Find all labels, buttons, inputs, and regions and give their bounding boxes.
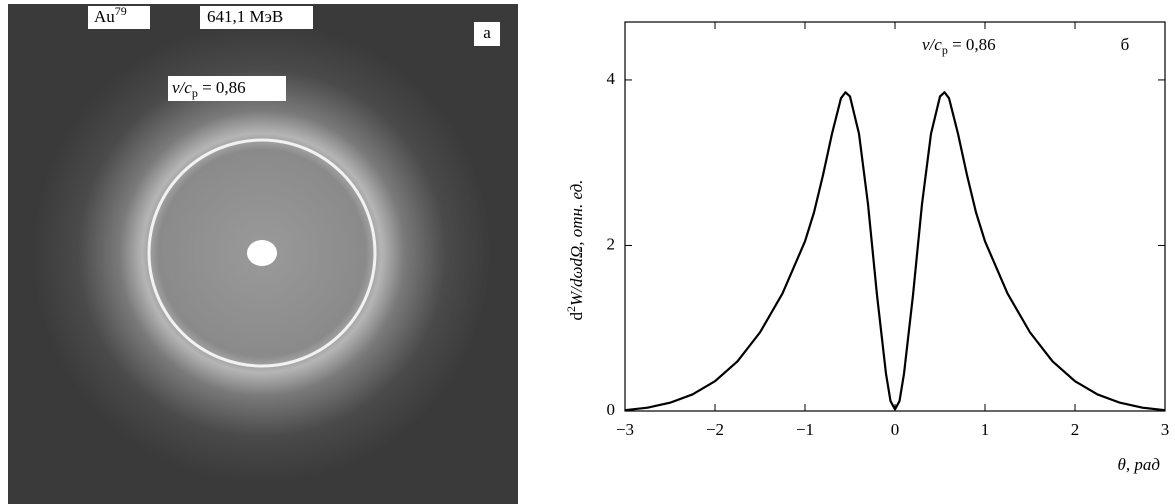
y-tick-label: 2 — [607, 234, 616, 253]
y-tick-label: 0 — [607, 400, 616, 419]
value: = 0,86 — [948, 35, 996, 54]
x-axis-label: θ, рад — [1118, 455, 1161, 474]
y-tick-label: 4 — [607, 69, 616, 88]
x-tick-label: 0 — [891, 420, 900, 439]
data-line — [625, 92, 1165, 410]
element: Au — [94, 7, 115, 26]
ratio: v/c — [172, 78, 192, 97]
y-axis-label: d2W/dωdΩ, отн. ед. — [564, 180, 586, 321]
photo-panel: Au79 641,1 МэВ v/cp = 0,86 а — [8, 4, 518, 504]
figure: Au79 641,1 МэВ v/cp = 0,86 а б v/cp = 0,… — [0, 0, 1175, 504]
plot-frame — [625, 22, 1165, 411]
x-tick-label: −2 — [706, 420, 724, 439]
x-tick-label: −1 — [796, 420, 814, 439]
ratio: v/c — [922, 35, 942, 54]
x-tick-label: 2 — [1071, 420, 1080, 439]
x-tick-label: 3 — [1161, 420, 1170, 439]
panel-letter: а — [483, 23, 491, 42]
page: Au79 641,1 МэВ v/cp = 0,86 а б v/cp = 0,… — [0, 0, 1175, 504]
x-tick-label: −3 — [616, 420, 634, 439]
central-spot — [247, 240, 277, 266]
panel-letter: б — [1121, 35, 1130, 54]
charge: 79 — [115, 4, 127, 18]
x-tick-label: 1 — [981, 420, 990, 439]
annotation: v/cp = 0,86 — [922, 35, 996, 57]
value: = 0,86 — [198, 78, 246, 97]
energy-label: 641,1 МэВ — [207, 7, 283, 26]
velocity-label: v/cp = 0,86 — [172, 78, 246, 100]
chart-panel: б v/cp = 0,86 θ, рад d2W/dωdΩ, отн. ед. … — [564, 22, 1170, 474]
rest: W/dωdΩ, отн. ед. — [567, 180, 586, 306]
